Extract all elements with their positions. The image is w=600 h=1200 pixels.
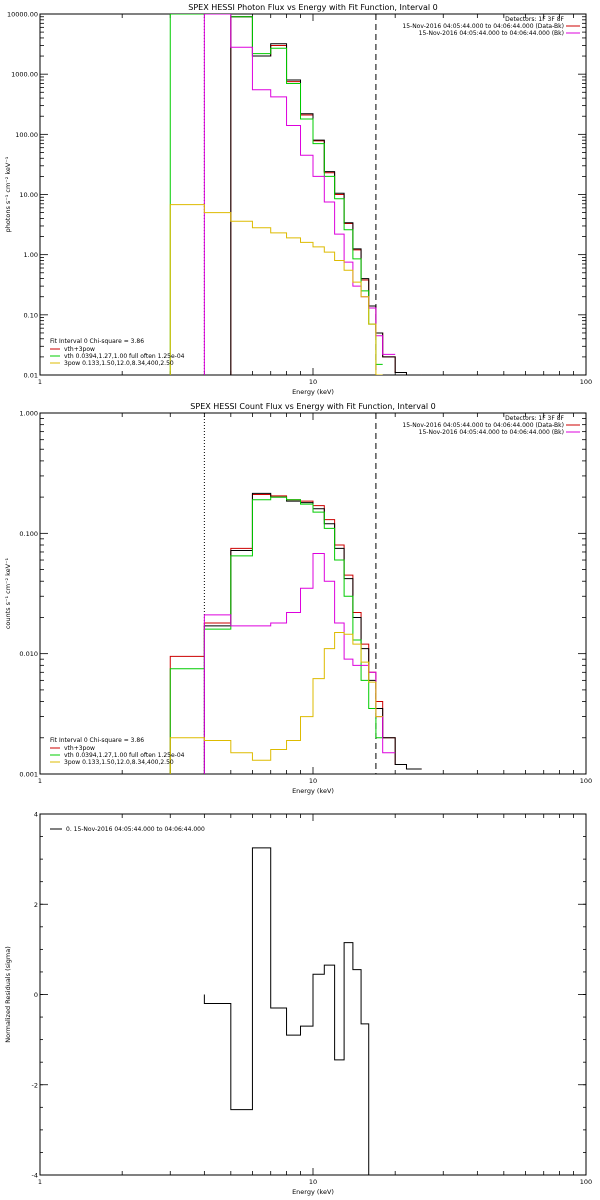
x-tick-label: 100 <box>580 777 592 785</box>
header-line: 15-Nov-2016 04:05:44.000 to 04:06:44.000… <box>419 30 564 37</box>
y-tick-label: 1000.00 <box>11 71 38 79</box>
y-axis-label: photons s⁻¹ cm⁻² keV⁻¹ <box>4 156 12 232</box>
y-tick-label: -4 <box>32 1172 38 1180</box>
plot-frame <box>39 412 587 775</box>
series-step-line-2 <box>169 14 383 375</box>
plot-group: 1 10 100 -4 -2 0 2 4 Energy (keV) Normalized Resi… <box>4 811 592 1197</box>
y-tick-label: 1.000 <box>19 410 38 418</box>
series-step-line-0 <box>169 494 422 774</box>
header-line: 15-Nov-2016 04:05:44.000 to 04:06:44.000… <box>402 23 564 30</box>
legend-title: Fit Interval 0 Chi-square = 3.86 <box>50 737 144 744</box>
plot-group: SPEX HESSI Photon Flux vs Energy with Fi… <box>4 3 592 396</box>
series-step-line-3 <box>203 552 396 774</box>
chart-title: SPEX HESSI Photon Flux vs Energy with Fi… <box>188 3 438 12</box>
y-tick-label: 0.100 <box>19 530 38 538</box>
header-line: 15-Nov-2016 04:05:44.000 to 04:06:44.000… <box>402 422 564 429</box>
y-tick-label: 100.00 <box>15 131 38 139</box>
photon-flux-plot: SPEX HESSI Photon Flux vs Energy with Fi… <box>4 3 592 396</box>
series-step-line-4 <box>169 204 383 375</box>
legend-entry: 0. 15-Nov-2016 04:05:44.000 to 04:06:44.… <box>66 826 205 833</box>
legend-entry: vth+3pow <box>64 346 95 353</box>
series-step-line-1 <box>170 16 422 375</box>
x-tick-label: 10 <box>309 777 317 785</box>
y-tick-label: 10000.00 <box>7 11 38 19</box>
series-step-line-4 <box>169 631 383 774</box>
x-tick-label: 100 <box>580 378 592 386</box>
plot-frame <box>39 13 587 376</box>
y-axis-label: Normalized Residuals (sigma) <box>4 946 12 1043</box>
y-tick-label: 1.00 <box>24 251 38 259</box>
count-flux-plot: SPEX HESSI Count Flux vs Energy with Fit… <box>4 402 592 795</box>
x-tick-label: 100 <box>580 1178 592 1186</box>
y-tick-label: 0 <box>34 991 38 999</box>
y-tick-label: 4 <box>34 811 38 819</box>
x-axis-label: Energy (keV) <box>292 388 334 396</box>
plot-group: SPEX HESSI Count Flux vs Energy with Fit… <box>4 402 592 795</box>
y-tick-label: 0.10 <box>24 311 38 319</box>
series-step-line-0 <box>203 847 376 1175</box>
series-step-line-0 <box>170 16 422 375</box>
x-tick-label: 1 <box>38 1178 42 1186</box>
x-tick-label: 10 <box>309 1178 317 1186</box>
legend-entry: vth+3pow <box>64 745 95 752</box>
chart-title: SPEX HESSI Count Flux vs Energy with Fit… <box>190 402 435 411</box>
x-axis-label: Energy (keV) <box>292 1188 334 1196</box>
series-step-line-1 <box>170 492 422 774</box>
legend-entry: 3pow 0.133,1.50,12.0,8.34,400,2.50 <box>64 360 174 367</box>
legend-entry: vth 0.0394,1.27,1.00 full often 1.25e-04 <box>64 353 185 360</box>
residuals-plot: 1 10 100 -4 -2 0 2 4 Energy (keV) Normalized Resi… <box>4 811 592 1197</box>
y-tick-label: 0.010 <box>19 650 38 658</box>
legend-entry: 3pow 0.133,1.50,12.0,8.34,400,2.50 <box>64 759 174 766</box>
y-tick-label: 0.001 <box>19 771 38 779</box>
legend-title: Fit Interval 0 Chi-square = 3.86 <box>50 338 144 345</box>
y-tick-label: -2 <box>32 1081 38 1089</box>
x-tick-label: 10 <box>309 378 317 386</box>
y-axis-label: counts s⁻¹ cm⁻² keV⁻¹ <box>4 557 12 629</box>
y-tick-label: 10.00 <box>19 191 38 199</box>
legend-entry: vth 0.0394,1.27,1.00 full often 1.25e-04 <box>64 752 185 759</box>
y-tick-label: 2 <box>34 901 38 909</box>
series-step-line-2 <box>169 496 383 774</box>
y-tick-label: 0.01 <box>24 372 38 380</box>
series-step-line-3 <box>203 14 396 375</box>
header-line: 15-Nov-2016 04:05:44.000 to 04:06:44.000… <box>419 429 564 436</box>
header-line: Detectors: 1F 3F 8F <box>505 415 564 422</box>
header-line: Detectors: 1F 3F 8F <box>505 16 564 23</box>
x-tick-label: 1 <box>38 378 42 386</box>
x-axis-label: Energy (keV) <box>292 787 334 795</box>
x-tick-label: 1 <box>38 777 42 785</box>
